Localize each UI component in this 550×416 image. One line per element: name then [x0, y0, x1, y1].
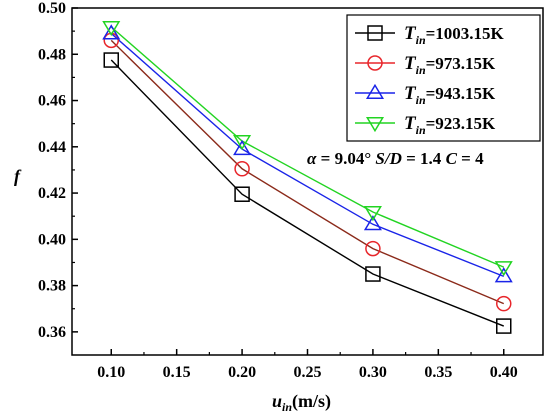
y-tick-label: 0.38	[38, 278, 66, 295]
legend: Tin=1003.15K Tin=973.15K Tin=943.15K Tin=92…	[346, 14, 541, 142]
data-point	[365, 240, 381, 257]
legend-entry-label: Tin=923.15K	[404, 113, 496, 137]
y-tick-label: 0.40	[38, 231, 66, 248]
x-tick-label: 0.30	[359, 364, 387, 381]
legend-marker	[367, 55, 383, 71]
y-tick-label: 0.48	[38, 46, 66, 63]
legend-box	[346, 14, 541, 142]
data-point	[102, 20, 121, 37]
x-tick-label: 0.35	[424, 364, 452, 381]
x-tick-label: 0.25	[294, 364, 322, 381]
series-line	[110, 26, 505, 268]
data-point	[363, 215, 382, 231]
legend-marker	[367, 25, 383, 41]
parameter-annotation: α = 9.04° S/D = 1.4 C = 4	[307, 149, 484, 168]
y-axis-label: f	[14, 166, 22, 186]
x-tick-label: 0.40	[490, 364, 518, 381]
y-tick-label: 0.50	[38, 0, 66, 17]
x-tick-label: 0.20	[228, 364, 256, 381]
data-point	[494, 267, 513, 283]
x-tick-label: 0.10	[97, 364, 125, 381]
series-lines	[110, 26, 505, 327]
data-point	[234, 161, 250, 177]
x-tick-label: 0.15	[163, 364, 191, 381]
y-tick-label: 0.42	[38, 185, 66, 202]
data-point	[233, 135, 252, 151]
data-point	[363, 206, 382, 222]
legend-entry-label: Tin=1003.15K	[404, 23, 505, 47]
data-point	[234, 186, 250, 202]
data-point	[496, 295, 512, 312]
data-point	[102, 24, 121, 40]
y-tick-label: 0.36	[38, 324, 66, 341]
legend-entry-label: Tin=973.15K	[404, 53, 496, 77]
data-point	[365, 266, 381, 282]
data-point	[233, 139, 252, 156]
data-point	[103, 52, 119, 68]
series-line	[110, 59, 505, 327]
legend-entry-label: Tin=943.15K	[404, 83, 496, 107]
series-markers	[102, 20, 513, 334]
y-tick-label: 0.44	[38, 139, 66, 156]
axes: 0.10 0.15 0.20 0.25 0.30 0.35 0.40 0.36 0.38 0.40…	[38, 0, 544, 381]
legend-marker	[365, 83, 385, 99]
x-axis-label: uin(m/s)	[272, 391, 331, 414]
series-line	[110, 39, 505, 305]
y-tick-label: 0.46	[38, 93, 66, 110]
data-point	[496, 318, 512, 334]
series-line	[110, 32, 505, 277]
data-point	[494, 261, 513, 277]
legend-marker	[365, 117, 385, 133]
